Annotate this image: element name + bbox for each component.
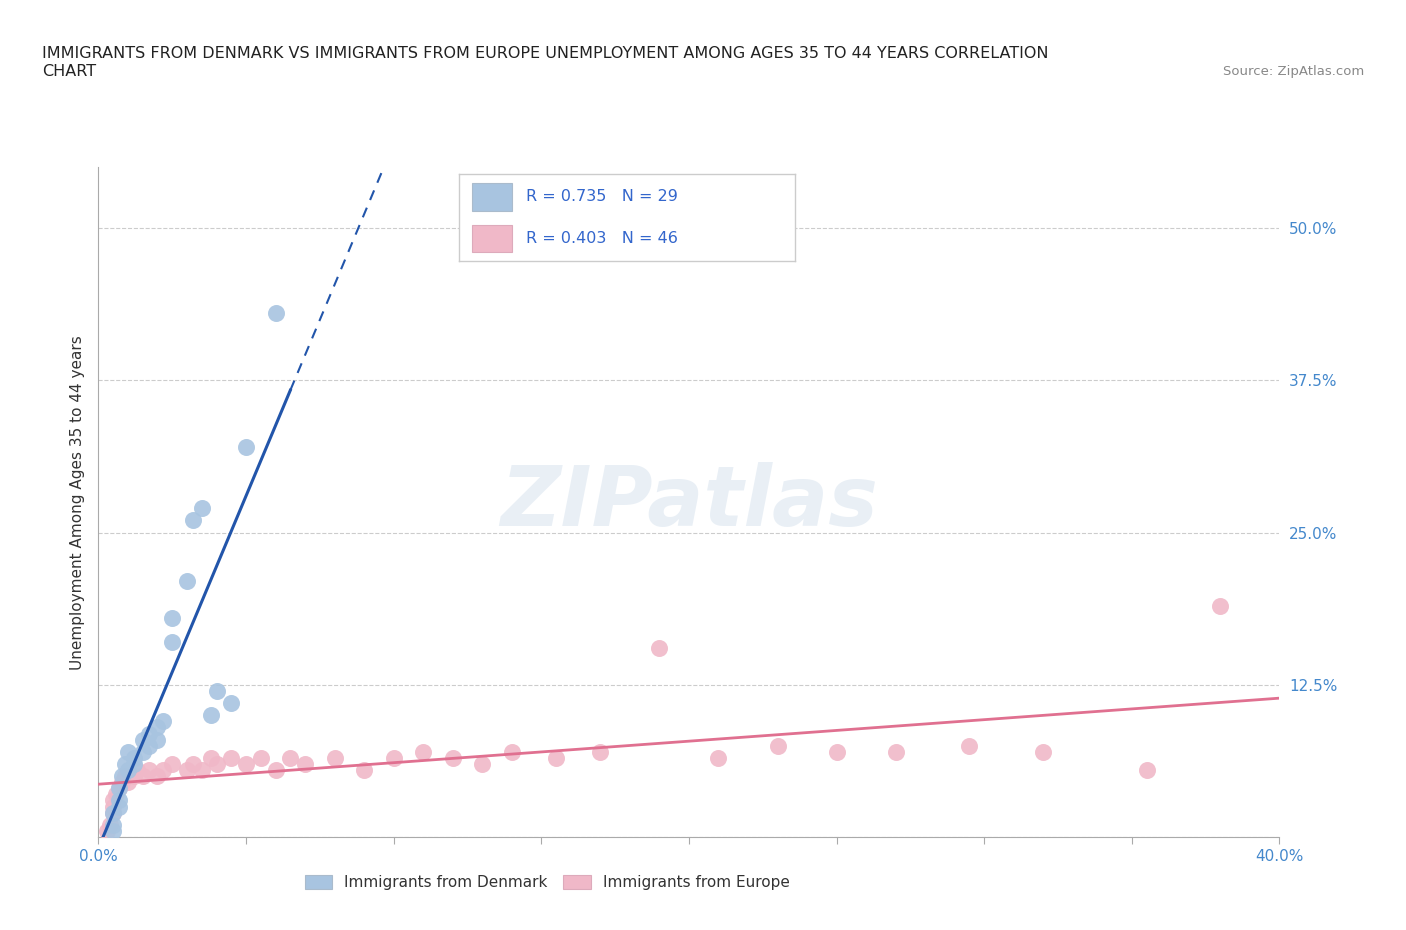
Point (1135, 763, 1157, 777)
Point (219, 751, 242, 765)
Point (103, 805, 125, 820)
Point (108, 799, 131, 814)
Point (181, 756, 204, 771)
Point (191, 763, 214, 777)
Point (132, 769, 155, 784)
Point (235, 756, 257, 771)
Point (884, 744, 907, 759)
Point (323, 751, 346, 765)
Point (235, 440, 257, 455)
Point (132, 732, 155, 747)
Point (589, 744, 612, 759)
Point (103, 823, 125, 838)
Point (264, 763, 287, 777)
Point (294, 756, 316, 771)
Point (146, 720, 169, 735)
Point (353, 763, 375, 777)
Point (152, 763, 174, 777)
Point (471, 756, 494, 771)
Point (114, 756, 136, 771)
Point (162, 610, 183, 625)
Point (264, 306, 287, 321)
Point (132, 744, 155, 759)
Point (117, 775, 139, 790)
Point (117, 744, 139, 759)
Point (138, 726, 160, 741)
Point (200, 708, 222, 723)
Point (103, 817, 125, 832)
Point (117, 763, 139, 777)
Point (114, 769, 136, 784)
Point (1209, 598, 1232, 613)
Point (441, 751, 464, 765)
Point (138, 763, 160, 777)
Point (108, 781, 131, 796)
Point (125, 763, 148, 777)
Point (200, 751, 222, 765)
Text: Source: ZipAtlas.com: Source: ZipAtlas.com (1223, 65, 1364, 78)
Point (108, 781, 131, 796)
Point (176, 763, 198, 777)
Point (138, 738, 160, 753)
Point (250, 751, 273, 765)
Point (103, 799, 125, 814)
Point (501, 744, 523, 759)
Point (825, 744, 848, 759)
Point (98, 817, 121, 832)
Y-axis label: Unemployment Among Ages 35 to 44 years: Unemployment Among Ages 35 to 44 years (69, 335, 84, 670)
Point (181, 513, 204, 528)
Point (105, 787, 128, 802)
Point (108, 793, 131, 808)
Point (103, 793, 125, 808)
Point (122, 769, 145, 784)
Point (544, 751, 567, 765)
Point (707, 751, 730, 765)
Point (162, 635, 183, 650)
Legend: Immigrants from Denmark, Immigrants from Europe: Immigrants from Denmark, Immigrants from… (298, 869, 796, 897)
Point (191, 501, 214, 516)
Point (111, 769, 134, 784)
Text: IMMIGRANTS FROM DENMARK VS IMMIGRANTS FROM EUROPE UNEMPLOYMENT AMONG AGES 35 TO : IMMIGRANTS FROM DENMARK VS IMMIGRANTS FR… (42, 46, 1049, 79)
Point (205, 756, 228, 771)
Point (382, 751, 405, 765)
Point (1032, 744, 1054, 759)
Point (146, 732, 169, 747)
Point (96, 823, 118, 838)
Point (146, 769, 169, 784)
Point (103, 805, 125, 820)
Point (219, 696, 242, 711)
Point (152, 714, 174, 729)
Point (162, 756, 183, 771)
Point (122, 751, 145, 765)
Point (648, 641, 671, 656)
Text: ZIPatlas: ZIPatlas (501, 461, 877, 543)
Point (959, 738, 981, 753)
Point (176, 574, 198, 589)
Point (278, 751, 302, 765)
Point (766, 738, 789, 753)
Point (111, 775, 134, 790)
Point (412, 744, 434, 759)
Point (205, 684, 228, 698)
Point (122, 756, 145, 771)
